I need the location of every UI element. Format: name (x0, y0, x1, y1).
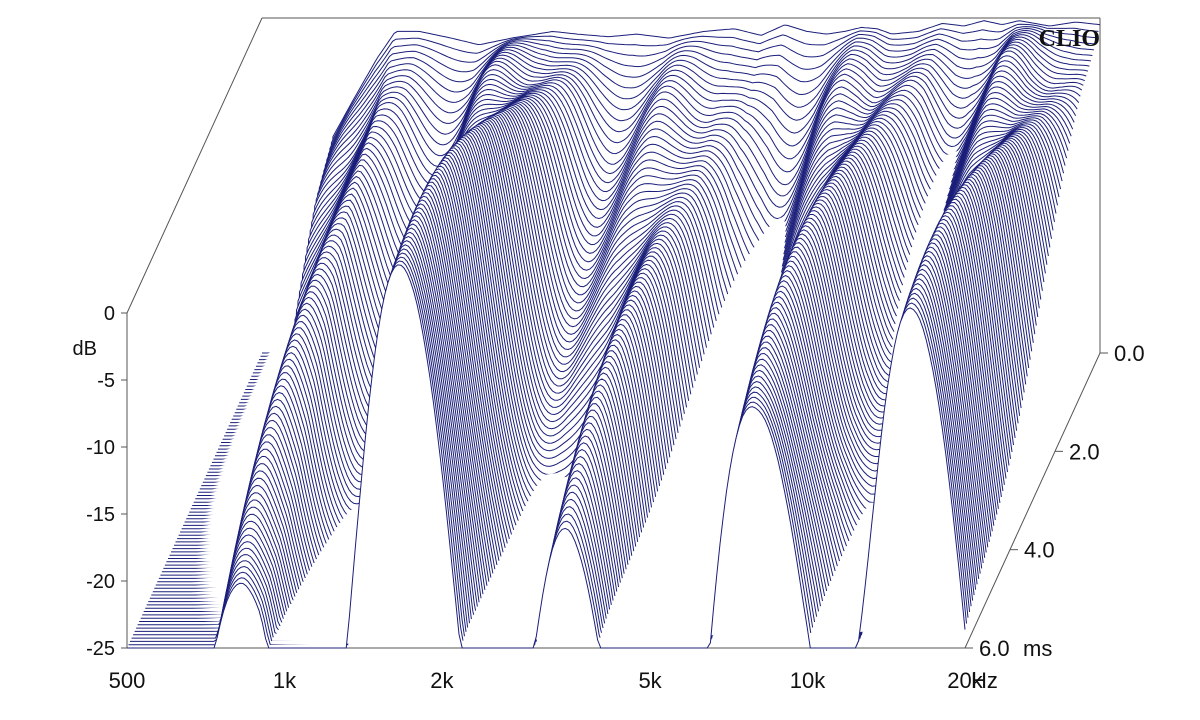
z-axis-unit: ms (1023, 636, 1052, 661)
z-tick-label: 2.0 (1069, 439, 1100, 464)
floor-right-edge (964, 352, 1101, 649)
back-left-edge (126, 17, 263, 314)
decay-slice-line (127, 264, 966, 649)
y-tick-label: -25 (86, 638, 115, 660)
waterfall-surface (127, 20, 1101, 649)
x-axis-unit: Hz (971, 668, 998, 693)
y-tick-label: -15 (86, 504, 115, 526)
y-tick-label: -5 (97, 370, 115, 392)
y-axis: 0 -5 -10 -15 -20 -25 (86, 303, 127, 660)
x-tick-label: 10k (790, 668, 826, 693)
x-tick-label: 20k (947, 668, 983, 693)
y-tick-label: 0 (104, 303, 115, 325)
z-tick-label: 0.0 (1114, 341, 1145, 366)
y-tick-label: -10 (86, 437, 115, 459)
x-tick-label: 1k (273, 668, 297, 693)
x-tick-label: 500 (109, 668, 146, 693)
z-tick-label: 4.0 (1024, 538, 1055, 563)
y-tick-label: -20 (86, 571, 115, 593)
x-tick-label: 5k (638, 668, 662, 693)
plot-box (126, 17, 1101, 649)
y-axis-unit: dB (73, 338, 97, 360)
x-axis: 500 1k 2k 5k 10k 20k (109, 668, 984, 693)
x-tick-label: 2k (430, 668, 454, 693)
clio-brand-label: CLIO (1039, 26, 1100, 52)
z-axis: 0.0 2.0 4.0 6.0 (965, 341, 1145, 661)
z-tick-label: 6.0 (979, 636, 1010, 661)
